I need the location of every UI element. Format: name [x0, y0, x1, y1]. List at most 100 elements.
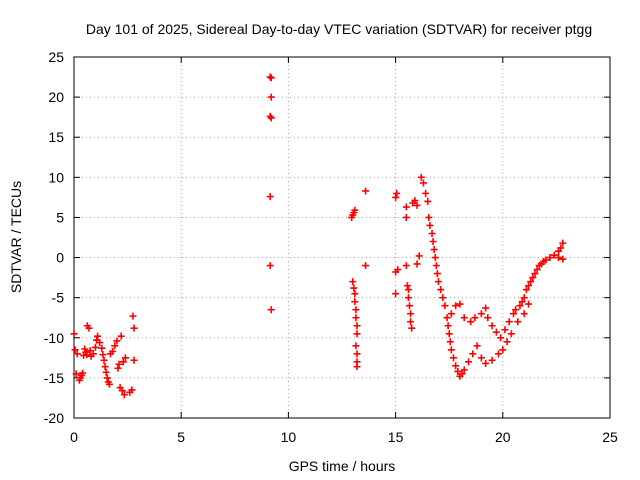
data-point [392, 290, 400, 298]
y-tick-label: 15 [48, 129, 64, 145]
y-tick-label: -20 [44, 410, 64, 426]
data-point [266, 193, 274, 201]
data-point [118, 387, 126, 395]
data-point [130, 356, 138, 364]
data-point [115, 360, 123, 368]
data-point [407, 310, 415, 318]
data-point [429, 238, 437, 246]
data-point [394, 266, 402, 274]
data-point [531, 270, 539, 278]
data-point [404, 294, 412, 302]
data-point [351, 290, 359, 298]
data-point [460, 314, 468, 322]
grid [74, 57, 610, 418]
data-point [452, 302, 460, 310]
data-point [505, 318, 513, 326]
data-point [407, 318, 415, 326]
data-point [114, 364, 122, 372]
x-tick-label: 15 [388, 429, 404, 445]
data-point [120, 391, 128, 399]
data-point [89, 350, 97, 358]
y-tick-labels: -20 -15 -10 -5 0 5 10 15 20 25 [44, 49, 64, 426]
x-tick-labels: 0 5 10 15 20 25 [70, 429, 618, 445]
data-point [94, 332, 102, 340]
data-point [351, 206, 359, 214]
data-point [70, 330, 78, 338]
data-point [411, 197, 419, 205]
data-point [446, 338, 454, 346]
data-point [492, 328, 500, 336]
data-point [117, 332, 125, 340]
data-point [467, 318, 475, 326]
data-point [352, 306, 360, 314]
data-point [529, 274, 537, 282]
data-point [546, 254, 554, 262]
data-point [434, 278, 442, 286]
data-point [352, 342, 360, 350]
data-point [352, 314, 360, 322]
data-point [85, 324, 93, 332]
data-point [129, 312, 137, 320]
data-point [437, 286, 445, 294]
data-point [267, 114, 275, 122]
data-point [512, 306, 520, 314]
data-point [99, 351, 107, 359]
data-point [72, 370, 80, 378]
data-point [119, 358, 127, 366]
data-point [393, 189, 401, 197]
data-point [439, 294, 447, 302]
data-point [445, 330, 453, 338]
data-point [533, 266, 541, 274]
data-point [402, 262, 410, 270]
data-point [449, 354, 457, 362]
data-point [477, 310, 485, 318]
data-point [550, 251, 558, 259]
data-point [351, 298, 359, 306]
data-point [477, 354, 485, 362]
data-point [518, 298, 526, 306]
data-point [266, 73, 274, 81]
data-point [102, 368, 110, 376]
data-point [266, 262, 274, 270]
data-point [441, 302, 449, 310]
data-point [402, 213, 410, 221]
data-point [520, 294, 528, 302]
data-point [525, 300, 533, 308]
data-point [81, 345, 89, 353]
data-point [482, 359, 490, 367]
data-point [415, 252, 423, 260]
data-point [73, 350, 81, 358]
data-point [488, 356, 496, 364]
data-point [503, 338, 511, 346]
x-tick-label: 10 [281, 429, 297, 445]
y-tick-label: -5 [52, 290, 65, 306]
data-point [406, 302, 414, 310]
y-tick-label: 10 [48, 169, 64, 185]
data-points [70, 73, 567, 399]
data-point [362, 262, 370, 270]
y-tick-label: 0 [56, 250, 64, 266]
data-point [402, 203, 410, 211]
data-point [100, 356, 108, 364]
data-point [520, 310, 528, 318]
data-point [413, 201, 421, 209]
data-point [447, 346, 455, 354]
data-point [98, 344, 106, 352]
data-point [501, 326, 509, 334]
data-point [522, 286, 530, 294]
data-point [432, 262, 440, 270]
data-point [267, 74, 275, 82]
data-point [499, 346, 507, 354]
data-point [353, 350, 361, 358]
data-point [422, 189, 430, 197]
data-point [454, 367, 462, 375]
data-point [267, 93, 275, 101]
data-point [111, 342, 119, 350]
data-point [424, 197, 432, 205]
data-point [419, 179, 427, 187]
data-point [105, 380, 113, 388]
x-tick-label: 25 [602, 429, 618, 445]
data-point [542, 256, 550, 264]
data-point [353, 322, 361, 330]
